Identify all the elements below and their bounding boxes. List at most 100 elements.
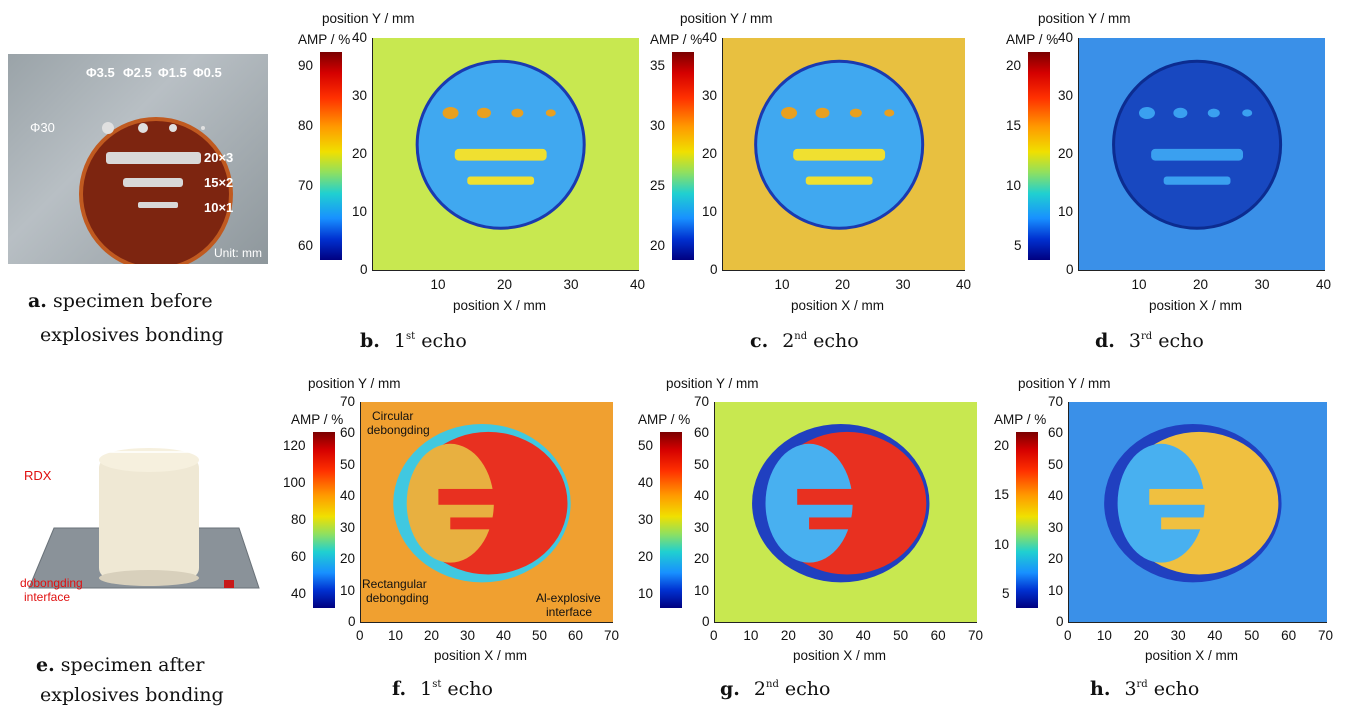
x-tick: 30 xyxy=(818,628,834,643)
scan-image-d xyxy=(1079,38,1325,270)
x-axis-title: position X / mm xyxy=(1149,298,1243,313)
hole-label: Φ1.5 xyxy=(158,65,187,80)
x-tick: 10 xyxy=(743,628,759,643)
hole-label: Φ3.5 xyxy=(86,65,115,80)
x-tick: 20 xyxy=(497,277,513,292)
x-tick: 60 xyxy=(568,628,584,643)
colorbar-tick: 10 xyxy=(994,536,1010,552)
caption-letter: f. xyxy=(392,678,407,700)
x-tick: 20 xyxy=(780,628,796,643)
caption-letter: d. xyxy=(1095,330,1115,352)
photo-specimen-after: 50 mm RDX dobongding interface xyxy=(14,438,264,606)
scan-image-f xyxy=(361,402,613,622)
caption-text: echo xyxy=(441,678,493,700)
y-axis-title: position Y / mm xyxy=(308,376,401,391)
caption-d: d. 3rd echo xyxy=(1095,330,1204,352)
width-label: 50 mm xyxy=(121,438,158,451)
x-tick: 20 xyxy=(1133,628,1149,643)
x-tick: 50 xyxy=(532,628,548,643)
x-tick: 10 xyxy=(430,277,446,292)
scan-plot xyxy=(372,38,639,271)
y-tick: 0 xyxy=(360,262,368,277)
y-tick: 20 xyxy=(694,551,710,567)
y-tick: 40 xyxy=(702,30,718,45)
caption-superscript: st xyxy=(406,331,416,342)
hole-label: Φ2.5 xyxy=(123,65,152,80)
colorbar-tick: 20 xyxy=(638,549,654,564)
y-tick: 60 xyxy=(1048,425,1064,441)
y-tick: 0 xyxy=(348,614,356,629)
caption-e-text: specimen after xyxy=(60,654,205,676)
x-tick: 30 xyxy=(1170,628,1186,643)
x-tick: 50 xyxy=(893,628,909,643)
colorbar-tick: 60 xyxy=(298,238,314,253)
colorbar-tick: 35 xyxy=(650,58,666,73)
y-tick: 40 xyxy=(340,488,356,504)
x-tick: 40 xyxy=(855,628,871,643)
caption-text: echo xyxy=(778,678,831,700)
colorbar-tick: 20 xyxy=(994,438,1010,453)
colorbar-tick: 120 xyxy=(283,438,306,453)
caption-a-text: specimen before xyxy=(52,290,213,312)
x-tick: 20 xyxy=(835,277,851,292)
x-tick: 30 xyxy=(460,628,476,643)
x-tick: 40 xyxy=(1207,628,1223,643)
caption-letter: h. xyxy=(1090,678,1111,700)
y-tick: 0 xyxy=(1056,614,1064,629)
y-tick: 40 xyxy=(694,488,710,504)
x-axis-title: position X / mm xyxy=(791,298,885,313)
caption-number: 3 xyxy=(1128,330,1141,352)
caption-c: c. 2nd echo xyxy=(750,330,859,352)
scan-plot xyxy=(714,402,977,623)
caption-number: 1 xyxy=(420,678,433,700)
caption-superscript: nd xyxy=(794,331,808,342)
caption-a-line1: a. specimen before xyxy=(28,290,213,312)
amp-title: AMP / % xyxy=(650,32,703,47)
colorbar-tick: 20 xyxy=(1006,58,1022,73)
caption-number: 2 xyxy=(753,678,766,700)
caption-superscript: st xyxy=(432,679,442,690)
caption-superscript: rd xyxy=(1141,331,1153,342)
x-tick: 60 xyxy=(1281,628,1297,643)
scan-image-c xyxy=(723,38,965,270)
annotation-circular: Circular xyxy=(372,409,414,423)
caption-letter: b. xyxy=(360,330,380,352)
amp-title: AMP / % xyxy=(994,412,1047,427)
annotation-rectangular: Rectangular xyxy=(362,577,427,591)
colorbar-tick: 80 xyxy=(298,118,314,133)
y-tick: 70 xyxy=(1048,394,1064,409)
x-tick: 0 xyxy=(1064,628,1072,643)
caption-e-line2: explosives bonding xyxy=(40,684,224,706)
colorbar-tick: 5 xyxy=(1014,238,1022,253)
scan-plot xyxy=(1078,38,1325,271)
caption-text: echo xyxy=(807,330,859,352)
y-tick: 60 xyxy=(694,425,710,441)
rdx-label: RDX xyxy=(24,468,52,483)
caption-f: f. 1st echo xyxy=(392,678,493,700)
interface-label: dobongding xyxy=(20,576,83,590)
y-axis-title: position Y / mm xyxy=(1018,376,1111,391)
photo-specimen-before: Φ3.5 Φ2.5 Φ1.5 Φ0.5 Φ30 20×3 15×2 10×1 U… xyxy=(8,54,268,264)
slot-label: 15×2 xyxy=(204,175,234,190)
amp-title: AMP / % xyxy=(291,412,344,427)
scan-image-b xyxy=(373,38,639,270)
colorbar-tick: 20 xyxy=(650,238,666,253)
caption-a-letter: a. xyxy=(28,290,47,312)
colorbar-tick: 15 xyxy=(1006,118,1022,133)
colorbar-tick: 80 xyxy=(291,512,307,527)
y-tick: 20 xyxy=(1058,146,1074,161)
amp-title: AMP / % xyxy=(638,412,691,427)
y-tick: 10 xyxy=(1058,204,1074,219)
caption-h: h. 3rd echo xyxy=(1090,678,1199,700)
colorbar-tick: 30 xyxy=(638,512,654,527)
caption-text: echo xyxy=(415,330,467,352)
caption-letter: c. xyxy=(750,330,769,352)
caption-superscript: nd xyxy=(766,679,779,690)
x-tick: 40 xyxy=(496,628,512,643)
caption-g: g. 2nd echo xyxy=(720,678,830,700)
colorbar xyxy=(660,432,682,608)
scan-image-h xyxy=(1069,402,1327,622)
x-tick: 70 xyxy=(1318,628,1334,643)
y-tick: 10 xyxy=(702,204,718,219)
y-tick: 10 xyxy=(352,204,368,219)
